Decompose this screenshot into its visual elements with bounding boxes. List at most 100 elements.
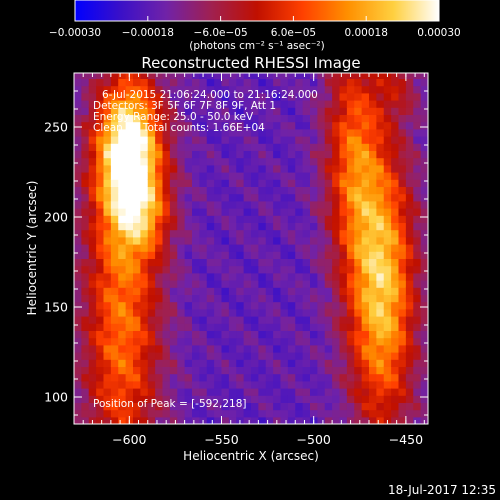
heatmap-cell [346, 236, 355, 245]
heatmap-cell [398, 85, 407, 94]
heatmap-cell [302, 251, 311, 259]
heatmap-cell [339, 251, 348, 259]
heatmap-cell [236, 258, 245, 267]
heatmap-cell [81, 121, 90, 130]
heatmap-cell [236, 172, 245, 180]
heatmap-cell [192, 323, 200, 331]
heatmap-cell [324, 251, 333, 259]
heatmap-cell [243, 107, 252, 115]
heatmap-cell [361, 280, 370, 288]
heatmap-cell [324, 337, 333, 346]
heatmap-cell [199, 121, 208, 130]
heatmap-cell [81, 251, 90, 259]
heatmap-cell [228, 150, 237, 159]
heatmap-cell [383, 294, 392, 303]
heatmap-cell [118, 308, 127, 317]
heatmap-cell [369, 251, 377, 259]
heatmap-cell [317, 265, 326, 274]
heatmap-cell [354, 193, 363, 202]
heatmap-cell [221, 186, 230, 195]
heatmap-cell [251, 73, 259, 79]
heatmap-cell [228, 366, 237, 375]
heatmap-cell [413, 186, 422, 195]
heatmap-cell [317, 114, 326, 123]
heatmap-cell [346, 164, 355, 173]
heatmap-cell [265, 73, 274, 79]
heatmap-cell [74, 172, 82, 180]
heatmap-cell [88, 164, 97, 173]
heatmap-cell [243, 193, 252, 202]
heatmap-cell [310, 193, 318, 202]
heatmap-cell [103, 323, 112, 331]
heatmap-cell [184, 92, 193, 101]
heatmap-cell [228, 136, 237, 144]
y-tick-label: 150 [44, 300, 68, 315]
heatmap-cell [155, 114, 164, 123]
heatmap-cell [287, 244, 296, 252]
heatmap-cell [346, 100, 355, 108]
heatmap-cell [332, 78, 341, 87]
heatmap-cell [420, 323, 428, 331]
heatmap-cell [96, 179, 105, 187]
heatmap-cell [295, 78, 304, 87]
heatmap-cell [243, 244, 252, 252]
heatmap-cell [214, 395, 223, 403]
heatmap-cell [265, 222, 274, 231]
heatmap-cell [214, 380, 223, 389]
heatmap-cell [391, 73, 400, 79]
heatmap-cell [405, 402, 414, 411]
heatmap-cell [383, 143, 392, 151]
heatmap-cell [398, 272, 407, 281]
heatmap-cell [332, 380, 341, 389]
heatmap-cell [258, 244, 267, 252]
heatmap-cell [383, 215, 392, 223]
heatmap-cell [420, 215, 428, 223]
heatmap-cell [147, 215, 156, 223]
heatmap-cell [280, 215, 289, 223]
heatmap-cell [361, 208, 370, 216]
heatmap-cell [133, 366, 141, 375]
heatmap-cell [295, 244, 304, 252]
heatmap-cell [177, 92, 186, 101]
heatmap-cell [147, 294, 156, 303]
heatmap-cell [251, 236, 259, 245]
heatmap-cell [133, 150, 141, 159]
heatmap-cell [317, 287, 326, 295]
heatmap-cell [251, 388, 259, 396]
heatmap-cell [339, 100, 348, 108]
heatmap-cell [413, 100, 422, 108]
heatmap-cell [265, 128, 274, 137]
heatmap-cell [310, 222, 318, 231]
y-tick-label: 100 [44, 390, 68, 405]
heatmap-cell [376, 193, 385, 202]
heatmap-cell [221, 409, 230, 418]
heatmap-cell [103, 366, 112, 375]
heatmap-cell [206, 265, 215, 274]
heatmap-cell [177, 359, 186, 367]
heatmap-cell [147, 172, 156, 180]
heatmap-cell [346, 150, 355, 159]
heatmap-cell [228, 73, 237, 79]
heatmap-cell [184, 366, 193, 375]
heatmap-cell [302, 136, 311, 144]
heatmap-cell [398, 316, 407, 324]
heatmap-cell [177, 107, 186, 115]
heatmap-cell [339, 73, 348, 79]
heatmap-cell [287, 193, 296, 202]
heatmap-cell [169, 92, 178, 101]
heatmap-cell [133, 294, 141, 303]
heatmap-cell [391, 78, 400, 87]
heatmap-cell [118, 136, 127, 144]
heatmap-cell [192, 316, 200, 324]
heatmap-cell [391, 416, 400, 424]
heatmap-cell [317, 294, 326, 303]
heatmap-cell [258, 229, 267, 238]
heatmap-cell [221, 265, 230, 274]
heatmap-cell [251, 107, 259, 115]
heatmap-cell [420, 229, 428, 238]
heatmap-cell [133, 85, 141, 94]
heatmap-cell [184, 164, 193, 173]
heatmap-cell [155, 359, 164, 367]
heatmap-cell [133, 330, 141, 339]
heatmap-cell [391, 258, 400, 267]
